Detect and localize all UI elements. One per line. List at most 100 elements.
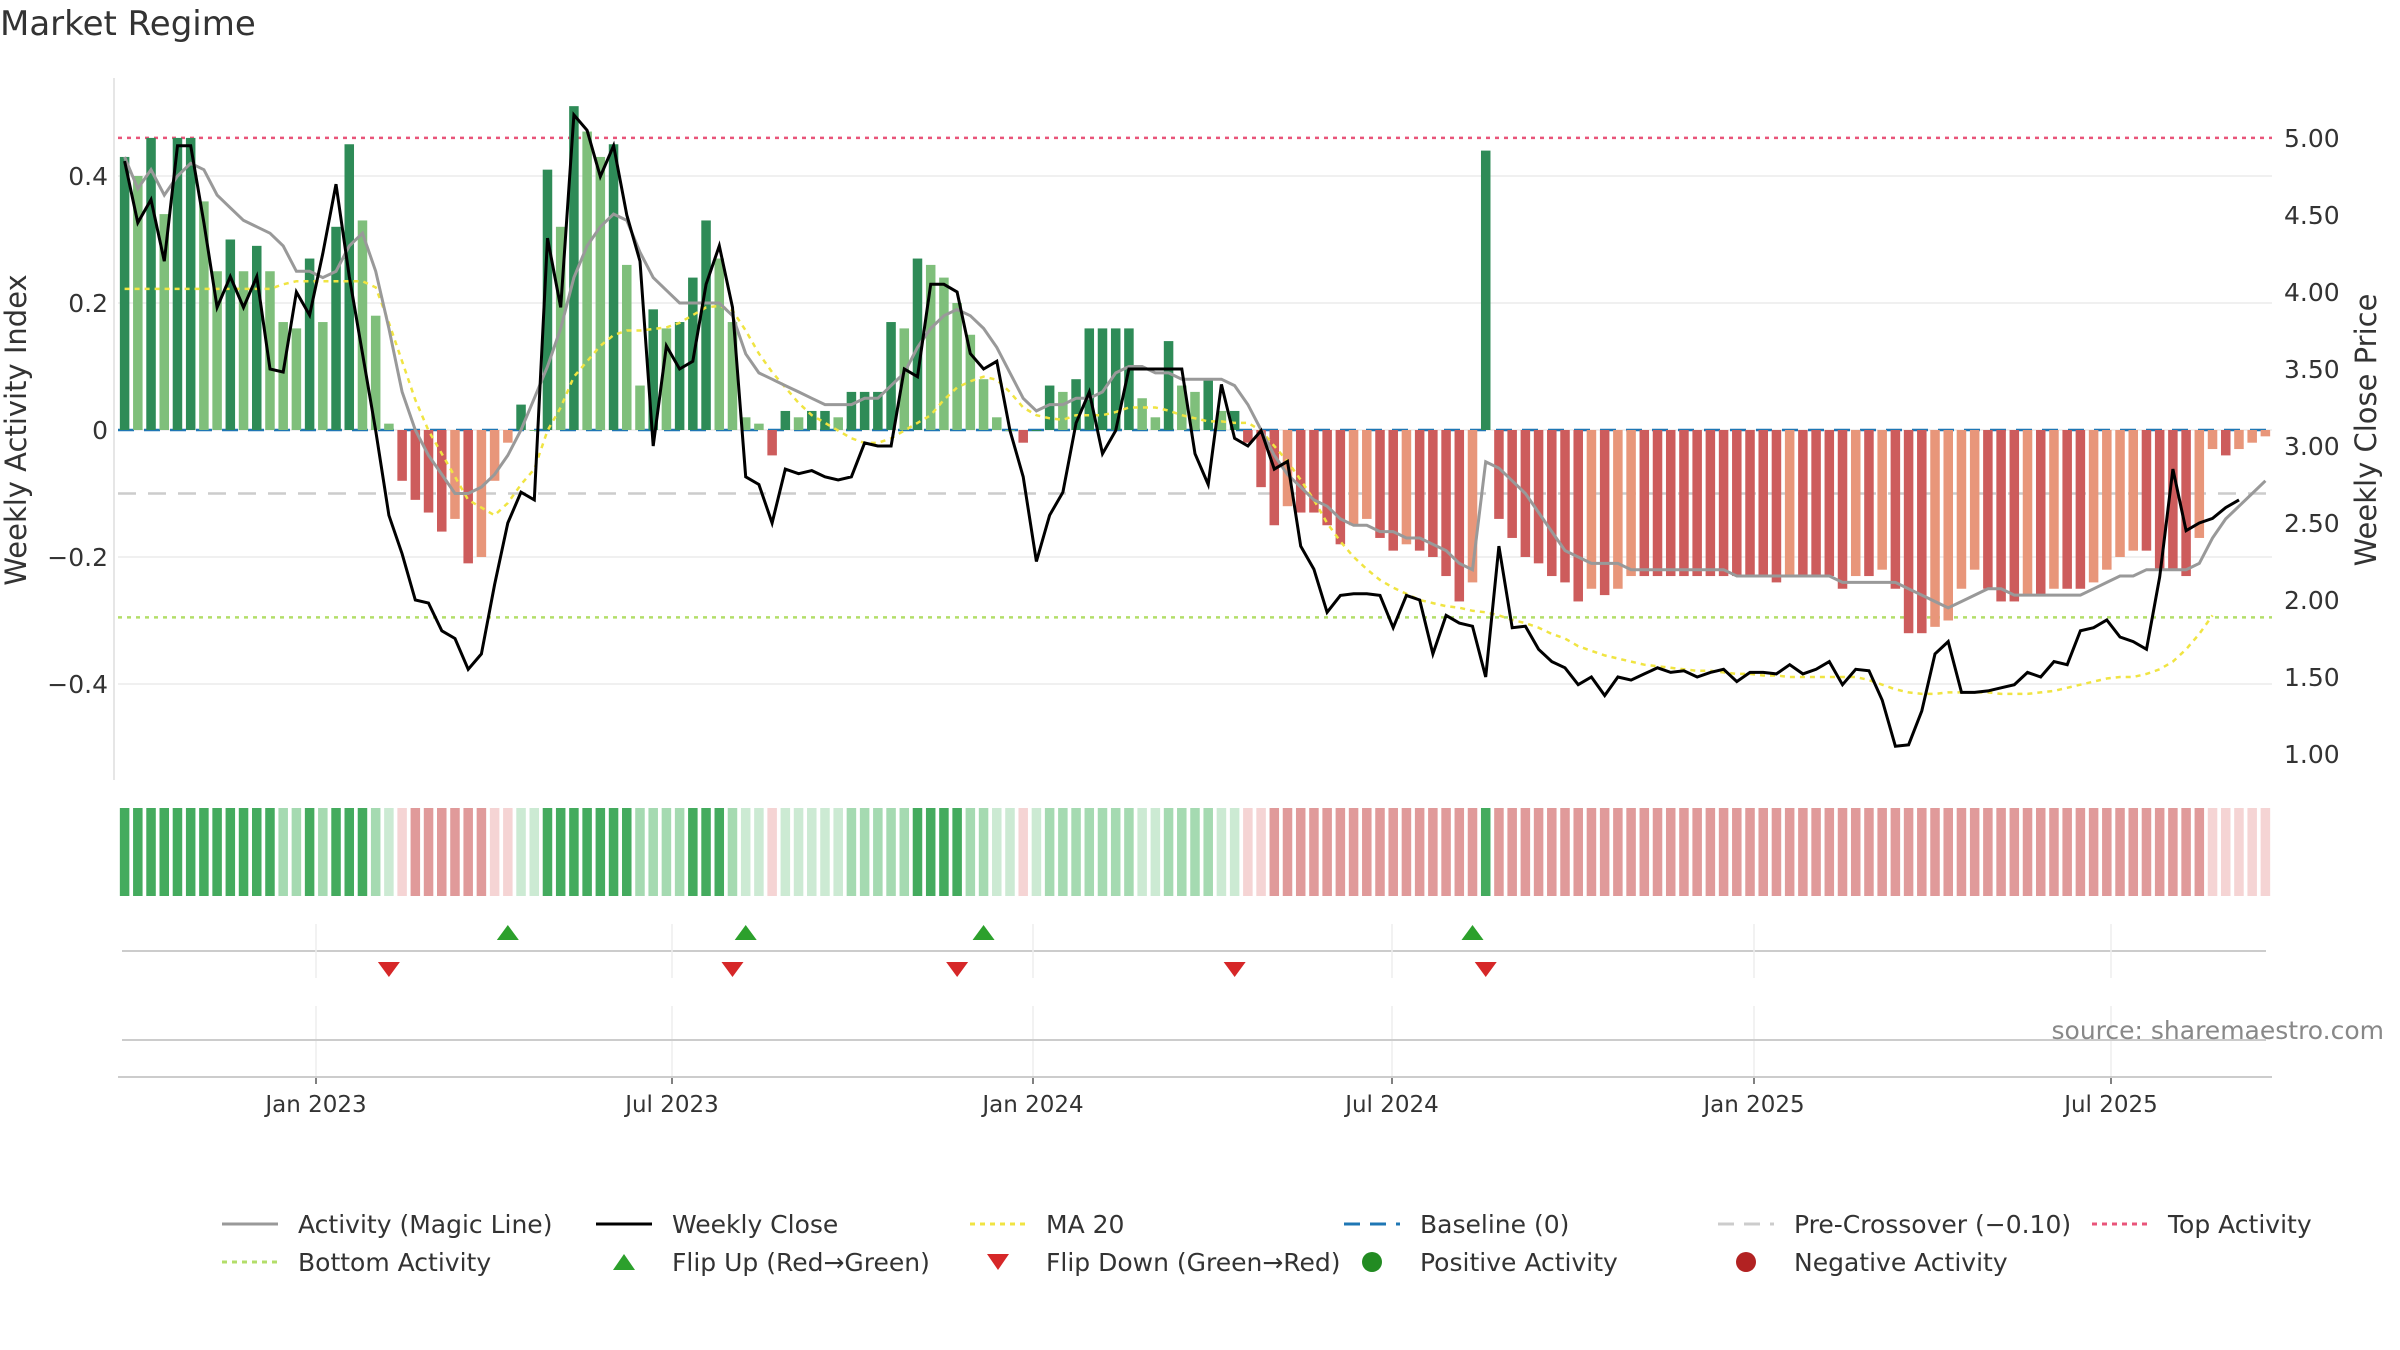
activity-bar: [2102, 430, 2112, 570]
legend-label: Top Activity: [2168, 1209, 2312, 1239]
regime-cell: [1044, 808, 1055, 896]
regime-cell: [1362, 808, 1372, 896]
activity-bar: [1824, 430, 1835, 577]
y-left-tick-label: 0.2: [68, 289, 108, 318]
regime-cell: [1150, 808, 1161, 896]
regime-cell: [1454, 808, 1465, 896]
flip-down-marker: [1474, 962, 1497, 977]
triangle-up-icon: [613, 1254, 635, 1270]
activity-bar: [1401, 430, 1412, 545]
activity-bar: [370, 315, 381, 430]
activity-bar: [450, 430, 460, 519]
activity-bar: [1877, 430, 1887, 570]
activity-bar: [2035, 430, 2046, 596]
regime-cell: [1229, 808, 1240, 896]
activity-bar: [2154, 430, 2165, 570]
activity-bar: [1573, 430, 1583, 602]
regime-cell: [278, 808, 288, 896]
bottom-activity-swatch-icon: [222, 1260, 278, 1264]
legend-item-weekly-close: Weekly Close: [594, 1210, 968, 1239]
legend-label: Flip Down (Green→Red): [1046, 1247, 1341, 1277]
flip-up-marker: [972, 925, 995, 940]
activity-bar: [1533, 430, 1544, 564]
activity-bar: [212, 271, 222, 430]
regime-cell: [582, 808, 592, 896]
regime-cell: [357, 808, 368, 896]
activity-bar: [1639, 430, 1650, 577]
regime-cell: [1811, 808, 1821, 896]
activity-bar: [344, 144, 355, 430]
activity-bar: [1969, 430, 1980, 570]
magic-line-swatch-icon: [222, 1222, 278, 1226]
regime-cell: [450, 808, 460, 896]
legend-label: Flip Up (Red→Green): [672, 1247, 930, 1277]
regime-cell: [199, 808, 209, 896]
regime-cell: [1996, 808, 2006, 896]
legend-item-top-activity: Top Activity: [2090, 1210, 2312, 1239]
source-credit: source: sharemaestro.com: [2051, 1016, 2385, 1045]
activity-bar: [1692, 430, 1702, 577]
negative-dot-icon: [1736, 1252, 1756, 1272]
activity-bar: [2009, 430, 2020, 602]
legend-label: Activity (Magic Line): [298, 1209, 553, 1239]
regime-cell: [569, 808, 579, 896]
activity-bar: [873, 391, 883, 430]
regime-cell: [1679, 808, 1689, 896]
regime-cell: [1018, 808, 1028, 896]
bottom-panel: [118, 1006, 2272, 1078]
regime-cell: [701, 808, 711, 896]
activity-bars: [119, 106, 2271, 634]
regime-cell: [1943, 808, 1953, 896]
regime-cell: [1388, 808, 1398, 896]
regime-cell: [2128, 808, 2139, 896]
activity-bar: [146, 137, 156, 430]
activity-bar: [622, 264, 632, 430]
regime-cell: [2075, 808, 2086, 896]
regime-cell: [1005, 808, 1015, 896]
activity-bar: [384, 423, 394, 430]
y-right-tick-label: 1.00: [2284, 740, 2340, 769]
regime-cell: [1639, 808, 1650, 896]
regime-cell: [1771, 808, 1782, 896]
regime-cell: [2260, 808, 2271, 896]
activity-bar: [1124, 328, 1134, 430]
activity-bar: [529, 430, 540, 431]
activity-bar: [714, 258, 725, 430]
regime-cell: [1203, 808, 1213, 896]
activity-bar: [925, 264, 936, 430]
regime-cell: [754, 808, 764, 896]
regime-cell: [2088, 808, 2099, 896]
regime-cell: [1626, 808, 1636, 896]
activity-bar: [503, 430, 513, 443]
activity-bar: [569, 106, 579, 431]
activity-bar: [133, 176, 143, 430]
magic-line: [123, 156, 2267, 610]
legend-item-flip-up: Flip Up (Red→Green): [594, 1248, 968, 1277]
activity-bar: [1031, 430, 1042, 431]
flip-markers-panel: [122, 924, 2266, 978]
regime-cell: [978, 808, 989, 896]
x-tick-label: Jan 2025: [1701, 1092, 1804, 1118]
legend-label: MA 20: [1046, 1209, 1125, 1239]
regime-cell: [1599, 808, 1610, 896]
regime-cell: [780, 808, 791, 896]
regime-cell: [886, 808, 896, 896]
regime-cell: [1256, 808, 1266, 896]
activity-bar: [1732, 430, 1742, 577]
legend-label: Bottom Activity: [298, 1247, 492, 1277]
y-right-tick-label: 3.50: [2284, 355, 2340, 384]
activity-bar: [635, 385, 645, 430]
regime-cell: [727, 808, 738, 896]
regime-cell: [622, 808, 632, 896]
activity-bar: [225, 239, 236, 430]
regime-cell: [1401, 808, 1412, 896]
regime-cell: [992, 808, 1002, 896]
activity-bar: [159, 214, 170, 430]
y-left-tick-label: −0.4: [47, 670, 108, 699]
activity-bar: [1811, 430, 1821, 577]
activity-bar: [939, 277, 949, 430]
regime-cell: [1520, 808, 1531, 896]
activity-bar: [357, 220, 368, 430]
legend-item-baseline: Baseline (0): [1342, 1210, 1716, 1239]
legend-item-magic-line: Activity (Magic Line): [220, 1210, 594, 1239]
